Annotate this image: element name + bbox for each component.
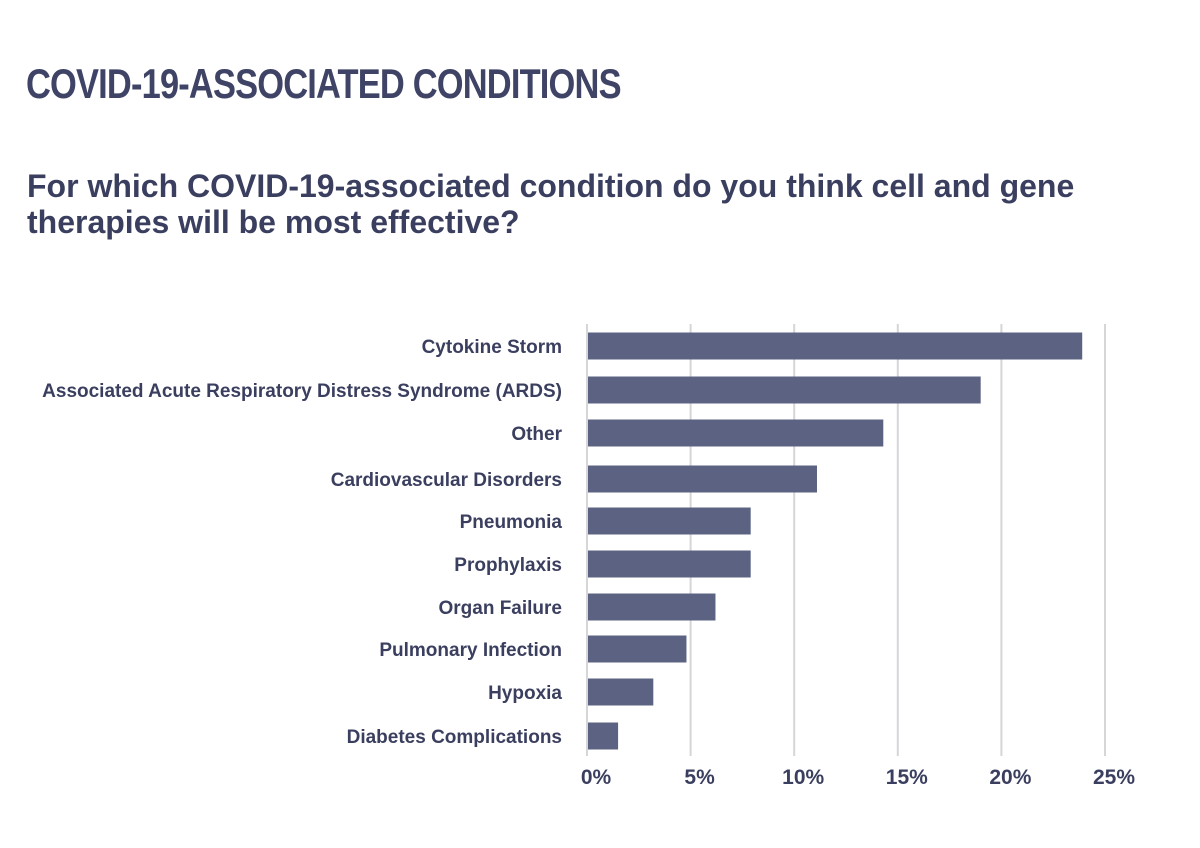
chart-title: COVID-19-ASSOCIATED CONDITIONS	[26, 60, 622, 107]
bar	[588, 678, 654, 706]
x-tick-label: 5%	[684, 766, 715, 789]
category-label: Cytokine Storm	[422, 337, 562, 358]
category-label: Organ Failure	[438, 598, 562, 619]
category-label: Pneumonia	[460, 512, 563, 533]
bar	[588, 550, 751, 578]
category-label: Pulmonary Infection	[379, 640, 562, 661]
bar	[588, 332, 1083, 360]
x-tick-label: 0%	[581, 766, 612, 789]
bar	[588, 722, 619, 750]
category-label: Associated Acute Respiratory Distress Sy…	[42, 381, 562, 402]
x-tick-label: 25%	[1093, 766, 1135, 789]
category-label: Other	[511, 424, 562, 445]
bar	[588, 419, 884, 447]
bar	[588, 376, 981, 404]
chart-subtitle: For which COVID-19-associated condition …	[27, 168, 1075, 240]
x-tick-label: 20%	[989, 766, 1031, 789]
bar	[588, 635, 687, 663]
bar	[588, 507, 751, 535]
bar	[588, 593, 716, 621]
category-label: Hypoxia	[488, 683, 562, 704]
x-tick-label: 15%	[886, 766, 928, 789]
category-label: Diabetes Complications	[347, 727, 562, 748]
category-label: Cardiovascular Disorders	[331, 470, 562, 491]
bar	[588, 465, 817, 493]
category-label: Prophylaxis	[454, 555, 562, 576]
x-tick-label: 10%	[782, 766, 824, 789]
